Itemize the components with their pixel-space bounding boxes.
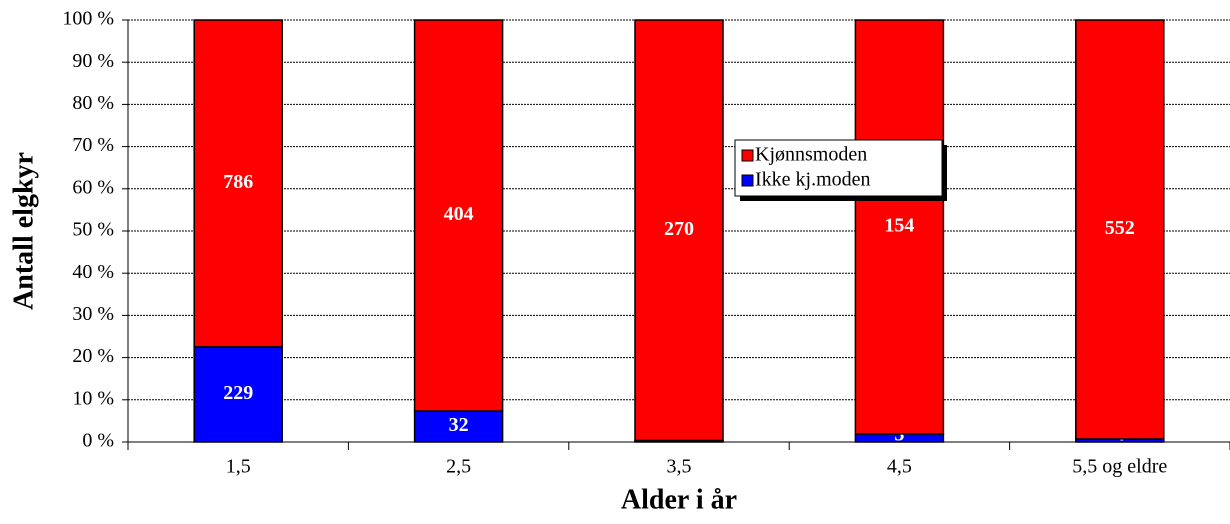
y-axis-title: Antall elgkyr [8, 152, 39, 310]
data-label: 229 [223, 382, 253, 404]
y-tick-label: 20 % [72, 345, 114, 367]
data-label: 32 [449, 414, 469, 436]
y-tick-label: 0 % [82, 430, 114, 452]
y-tick-label: 50 % [72, 219, 114, 241]
bar-segment [413, 410, 504, 443]
y-tick-label: 40 % [72, 261, 114, 283]
bar-segment [1075, 19, 1165, 440]
data-label: 270 [664, 218, 694, 240]
y-tick-label: 80 % [72, 92, 114, 114]
x-axis-title: Alder i år [621, 484, 737, 515]
bar-segment [634, 19, 724, 442]
bar-segment [413, 19, 504, 412]
bar-segment [193, 19, 283, 348]
legend [734, 139, 943, 197]
x-tick-label: 3,5 [667, 456, 692, 478]
y-tick-label: 100 % [62, 8, 114, 30]
data-label: 154 [884, 215, 914, 237]
y-tick-label: 30 % [72, 303, 114, 325]
y-tick-label: 90 % [72, 50, 114, 72]
data-label: 552 [1105, 217, 1135, 239]
legend-label: Kjønnsmoden [755, 144, 867, 166]
legend-label: Ikke kj.moden [755, 169, 871, 191]
bar-segment [193, 346, 283, 443]
x-tick-label: 5,5 og eldre [1072, 456, 1167, 478]
y-tick-label: 70 % [72, 134, 114, 156]
y-tick-label: 60 % [72, 176, 114, 198]
data-label: 404 [444, 203, 474, 225]
x-tick-label: 2,5 [446, 456, 471, 478]
legend-swatch [741, 174, 754, 187]
x-tick-label: 1,5 [226, 456, 251, 478]
bar-segment [854, 19, 945, 435]
y-tick-label: 10 % [72, 387, 114, 409]
legend-swatch [741, 149, 754, 162]
data-label: 786 [223, 171, 253, 193]
x-tick-label: 4,5 [887, 456, 912, 478]
